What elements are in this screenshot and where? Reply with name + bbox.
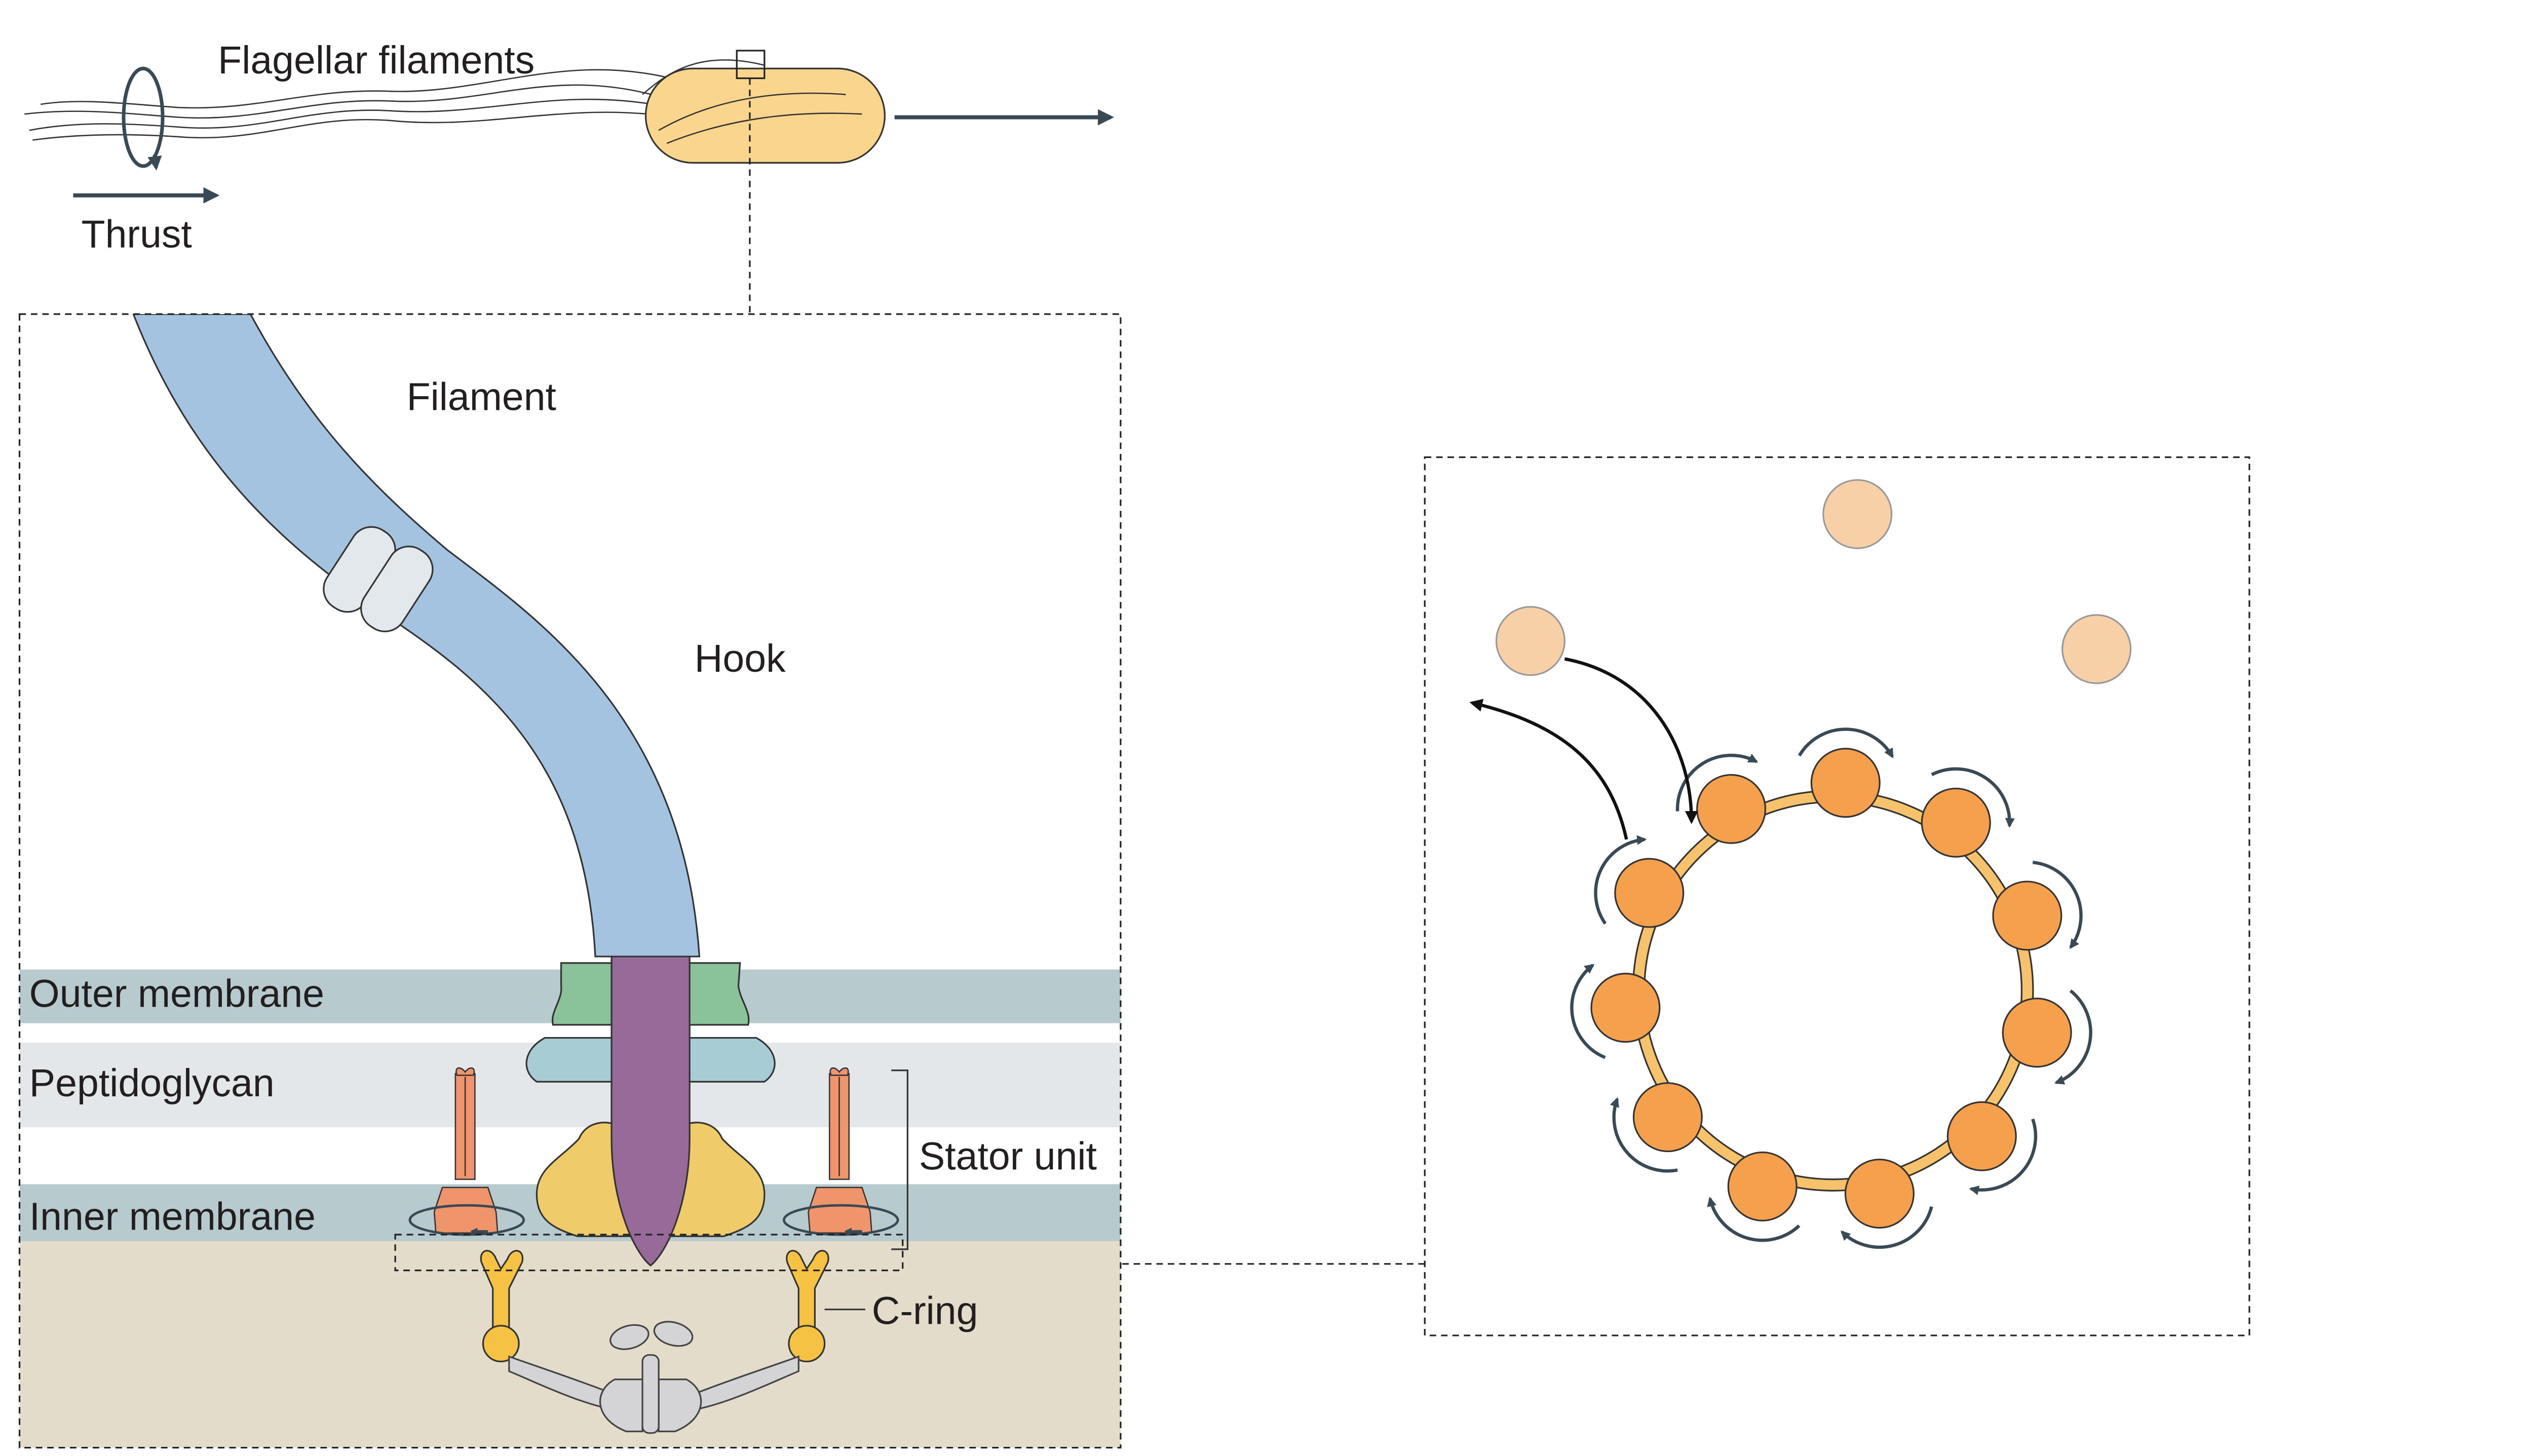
free-stator — [1495, 606, 1565, 676]
rotor-detail-box — [394, 1234, 904, 1272]
stator-rotation-arrow — [1798, 727, 1894, 758]
rotation-icon — [122, 66, 165, 171]
outer-membrane-label: Outer membrane — [29, 972, 324, 1016]
bound-stator — [1696, 774, 1767, 844]
stator-unit-label: Stator unit — [919, 1135, 1097, 1178]
motor-panel-frame — [18, 313, 1122, 1449]
stator-binding-arrow — [1564, 657, 1698, 824]
free-stator — [1822, 479, 1893, 549]
stator-rotation-arrow — [2054, 989, 2092, 1085]
filament-label: Filament — [407, 375, 556, 418]
bound-stator — [1614, 858, 1685, 928]
l-ring-right — [685, 962, 750, 1026]
stator-rotation-arrow — [2032, 860, 2083, 949]
stator-rotation-arrow — [1931, 767, 2015, 828]
bound-stator — [1946, 1101, 2017, 1171]
thrust-label: Thrust — [82, 212, 192, 256]
stator-right — [782, 1067, 899, 1236]
flagellar-filaments-label: Flagellar filaments — [218, 39, 534, 82]
bound-stator — [2002, 998, 2072, 1068]
stator-rotation-arrow — [1594, 835, 1647, 925]
bound-stator — [1727, 1151, 1798, 1222]
stator-rotation-arrow — [1675, 753, 1759, 812]
free-stators — [1495, 479, 2132, 684]
rotor-view-frame — [1424, 456, 2250, 1336]
cytoplasm — [19, 1239, 1121, 1448]
bound-stator — [1844, 1159, 1915, 1229]
inner-membrane-label: Inner membrane — [29, 1195, 316, 1238]
hook-filament-junction — [323, 526, 434, 632]
bound-stator — [1810, 748, 1881, 818]
stator-left — [408, 1067, 525, 1236]
rod — [610, 955, 691, 1267]
export-apparatus — [508, 1321, 799, 1434]
hook-label: Hook — [695, 637, 786, 680]
stator-rotation-arrow — [1969, 1118, 2038, 1196]
stator-rotation-arrow — [1570, 964, 1606, 1059]
free-stator — [2061, 614, 2132, 684]
rotor-ring — [1632, 789, 2034, 1192]
motor-panel: Filament Hook Outer membrane Peptidoglyc… — [18, 313, 1425, 1449]
stator-release-arrow — [1469, 699, 1628, 840]
cell-body — [644, 67, 886, 164]
bacterium-overview: Flagellar filaments Thrust — [24, 39, 1115, 314]
c-ring-label: C-ring — [872, 1289, 978, 1333]
bound-stators — [1570, 727, 2092, 1249]
peptidoglycan-label: Peptidoglycan — [29, 1061, 275, 1105]
bound-stator — [1590, 973, 1661, 1043]
rotor-view-panel — [1424, 456, 2250, 1336]
bound-stator — [1632, 1082, 1703, 1153]
stator-rotation-arrow — [1707, 1196, 1801, 1242]
stator-rotation-arrow — [1610, 1097, 1678, 1173]
stator-rotation-arrow — [1840, 1206, 1933, 1249]
bound-stator — [1921, 787, 1991, 858]
stator-bracket — [891, 1069, 908, 1250]
bound-stator — [1992, 880, 2062, 951]
l-ring-left — [551, 962, 616, 1026]
